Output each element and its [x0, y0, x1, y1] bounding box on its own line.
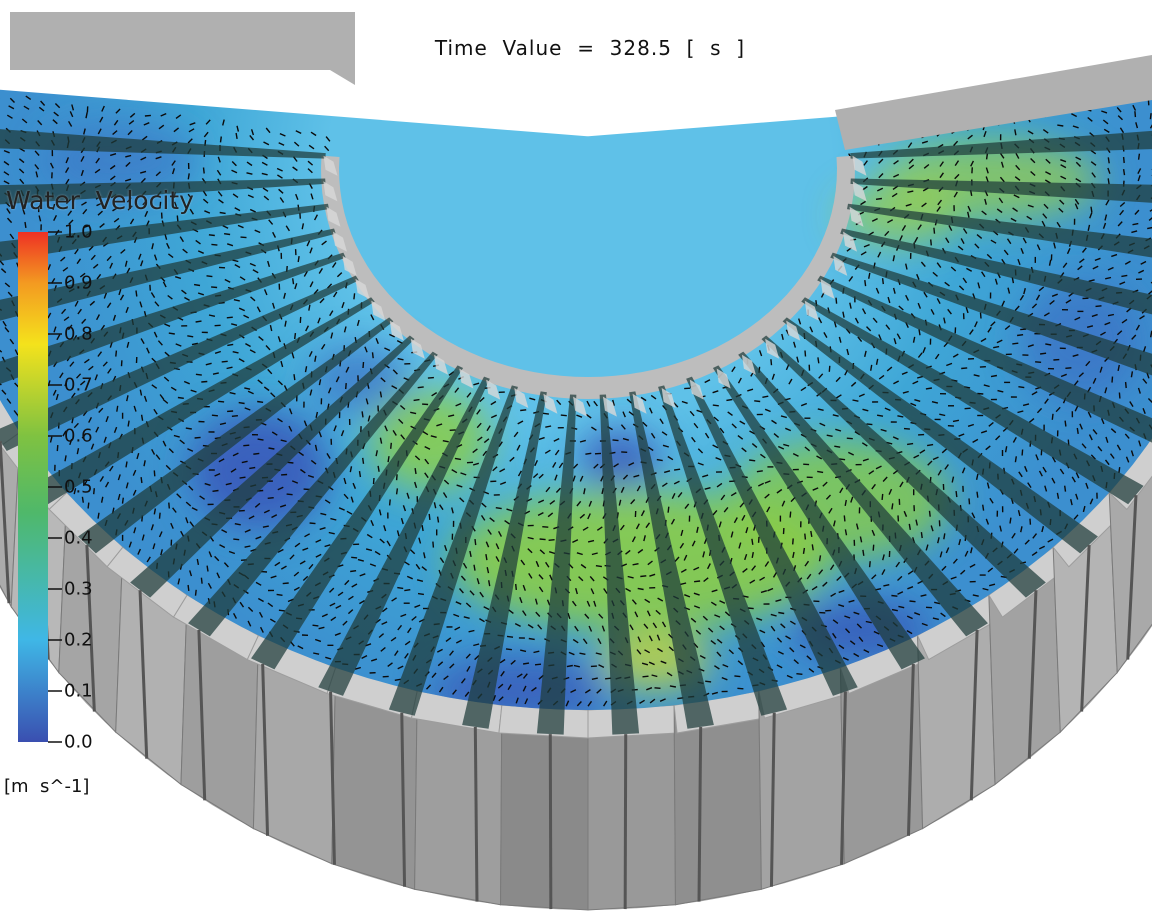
baffle-wall-edge	[329, 691, 336, 865]
baffle	[0, 203, 329, 262]
baffle	[686, 376, 858, 696]
baffle	[830, 252, 1152, 376]
baffle	[0, 228, 336, 321]
baffle	[658, 385, 788, 716]
baffle	[462, 391, 547, 729]
baffle	[78, 317, 394, 554]
baffle	[0, 275, 359, 451]
baffle-wall-edge	[969, 629, 979, 801]
time-value-label: Time Value = 328.5 [ s ]	[434, 36, 746, 60]
baffle	[840, 228, 1152, 315]
colorbar-tick-label: 0.5	[64, 476, 93, 498]
baffle	[761, 335, 1046, 598]
baffle-wall-edge	[623, 734, 628, 910]
baffle-wall-edge	[1027, 590, 1038, 759]
baffle-wall-edge	[697, 726, 703, 902]
baffle	[712, 365, 925, 670]
baffle-wall-edge	[261, 663, 270, 836]
legend-title: Water Velocity	[6, 186, 194, 215]
tank-baffles	[0, 129, 1152, 910]
baffle	[318, 376, 490, 696]
baffle	[629, 391, 714, 729]
right-end-wall	[835, 55, 1152, 150]
baffle	[130, 335, 415, 598]
colorbar-tick-label: 0.6	[64, 425, 93, 447]
baffle	[850, 178, 1152, 203]
baffle	[817, 275, 1152, 443]
baffle-wall-edge	[0, 441, 11, 604]
baffle	[0, 178, 326, 205]
colorbar-tick-label: 0.4	[64, 527, 93, 549]
left-end-wall	[10, 12, 355, 85]
colorbar	[18, 231, 62, 743]
baffle-wall-edge	[85, 544, 96, 712]
baffle-wall-edge	[197, 629, 207, 801]
baffle	[782, 317, 1098, 554]
baffle	[188, 351, 438, 637]
colorbar-tick-label: 0.0	[64, 731, 93, 753]
baffle-wall-edge	[138, 590, 149, 759]
baffle	[0, 252, 346, 385]
baffle	[536, 394, 577, 735]
baffle-wall-edge	[906, 663, 915, 836]
baffle	[599, 394, 640, 735]
baffle-wall-edge	[1126, 495, 1138, 660]
baffle	[251, 365, 464, 670]
baffle	[0, 129, 326, 159]
baffle	[801, 297, 1144, 505]
colorbar-tick-label: 0.8	[64, 323, 93, 345]
baffle	[32, 297, 375, 505]
baffle-wall-edge	[400, 712, 407, 887]
colorbar-tick-label: 0.2	[64, 629, 93, 651]
colorbar-gradient	[18, 232, 48, 742]
baffle-wall-edge	[840, 691, 847, 865]
legend-unit: [m s^-1]	[4, 776, 90, 797]
baffle	[738, 351, 988, 637]
baffle-wall-edge	[1080, 544, 1091, 712]
baffle	[388, 385, 518, 716]
baffle-wall-edge	[473, 726, 479, 902]
colorbar-tick-label: 0.1	[64, 680, 93, 702]
colorbar-tick-label: 0.3	[64, 578, 93, 600]
colorbar-tick-label: 0.9	[64, 272, 93, 294]
baffle-wall-edge	[548, 734, 553, 910]
baffle-wall-edge	[769, 712, 776, 887]
colorbar-tick-label: 0.7	[64, 374, 93, 396]
baffle	[850, 130, 1152, 159]
colorbar-tick-label: 1.0	[64, 221, 93, 243]
baffle	[847, 203, 1152, 258]
